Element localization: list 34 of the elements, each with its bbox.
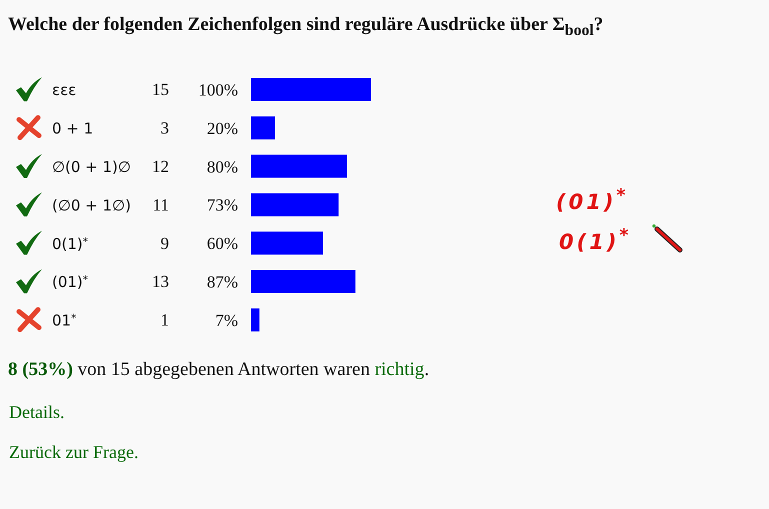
data-label: 60% — [206, 234, 238, 254]
text: 9 — [160, 234, 169, 253]
bar — [251, 78, 371, 101]
y-tick-label: (01)$^{*}$ — [52, 273, 88, 292]
text: 1 — [160, 310, 169, 330]
y-tick-label: (∅0 + 1∅) — [52, 196, 131, 214]
y-tick-label: 01$^{*}$ — [52, 312, 76, 330]
text: 12 — [152, 157, 169, 176]
text: 0(1)$^{*}$ — [559, 226, 632, 254]
y-tick-label: ∅(0 + 1)∅ — [52, 158, 131, 176]
y-tick-label: 0 + 1 — [52, 120, 94, 138]
text: 8 (53%) von 15 abgegebenen Antworten waren richtig. — [8, 359, 430, 380]
y-tick-label: 0(1)$^{*}$ — [52, 234, 88, 253]
data-label: 100% — [198, 80, 238, 100]
bar — [251, 116, 275, 140]
data-label: 20% — [206, 118, 238, 138]
data-label: 87% — [206, 272, 238, 292]
data-label: 80% — [206, 157, 238, 176]
text: Details. — [9, 402, 64, 423]
data-label: 7% — [215, 310, 238, 330]
y-tick-label: εεε — [52, 81, 76, 100]
bar — [251, 154, 347, 178]
text: 15 — [152, 80, 169, 100]
bar — [251, 308, 260, 332]
text: 11 — [152, 195, 169, 214]
chart-title: Welche der folgenden Zeichenfolgen sind reguläre Ausdrücke über Σ$_{bool}$? — [8, 14, 604, 40]
text: 3 — [160, 118, 169, 138]
text: Zurück zur Frage. — [9, 442, 138, 463]
bar — [251, 193, 339, 216]
bar — [251, 270, 356, 293]
bar — [251, 232, 323, 255]
text: (01)$^{*}$ — [556, 186, 629, 214]
text: 13 — [152, 272, 169, 292]
data-label: 73% — [206, 196, 238, 215]
